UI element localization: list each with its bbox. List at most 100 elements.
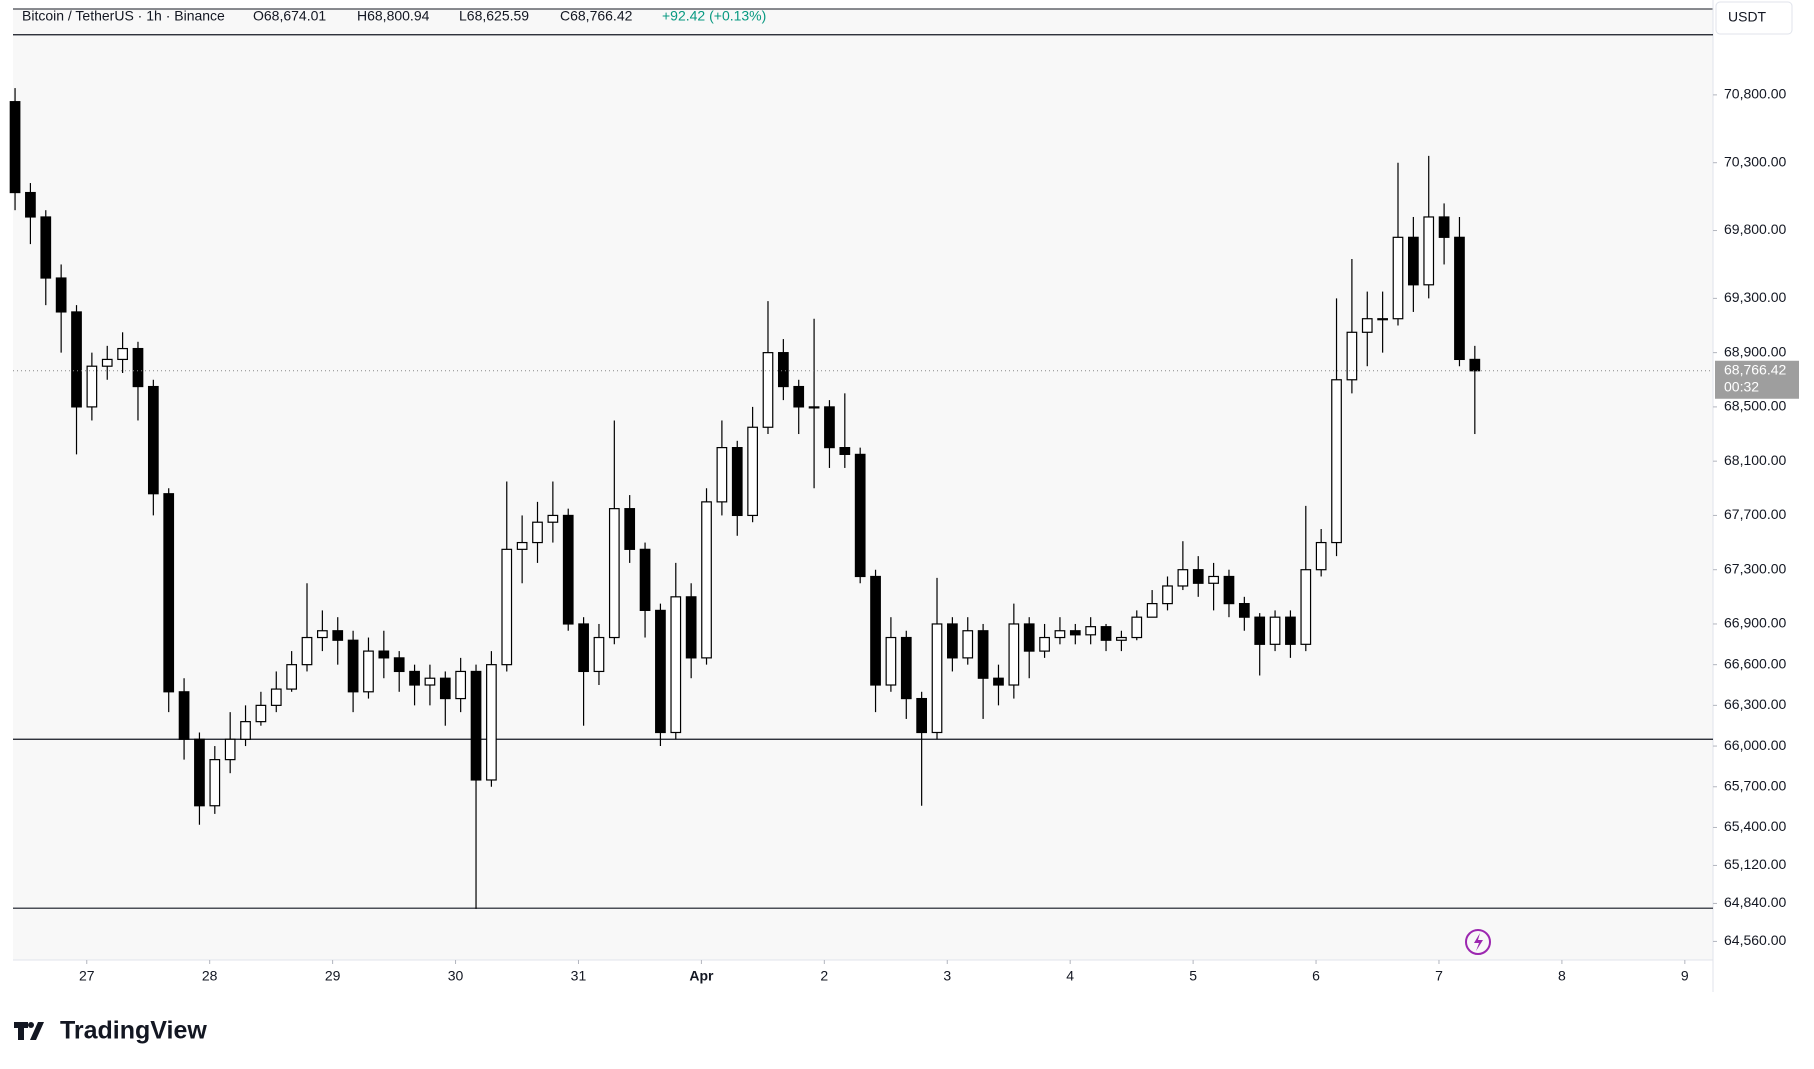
- candle-body: [147, 385, 159, 495]
- candle-body: [1069, 630, 1081, 636]
- candle-body: [516, 541, 528, 550]
- x-tick-label: 30: [448, 968, 464, 984]
- candle-body: [1269, 616, 1281, 645]
- candle-body: [808, 406, 820, 409]
- x-tick-label: 7: [1435, 968, 1443, 984]
- alert-bolt: [1474, 933, 1483, 951]
- candle-body: [71, 311, 82, 408]
- candle-body: [993, 677, 1004, 686]
- candle-body: [1254, 616, 1266, 645]
- candle-body: [1377, 318, 1388, 321]
- ohlc-open: O68,674.01: [253, 8, 326, 24]
- y-tick-label: 66,600.00: [1724, 655, 1786, 671]
- ohlc-close: C68,766.42: [560, 8, 633, 24]
- candle-body: [532, 521, 543, 544]
- y-tick-label: 65,120.00: [1724, 856, 1786, 872]
- candle-body: [1192, 569, 1204, 584]
- candle-body: [870, 575, 881, 686]
- y-tick-label: 65,400.00: [1724, 818, 1786, 834]
- candle-body: [178, 691, 190, 740]
- candle-body: [1177, 569, 1189, 587]
- x-tick-label: 28: [202, 968, 218, 984]
- candle-body: [777, 352, 789, 388]
- x-tick-label: Apr: [689, 968, 714, 984]
- candle-body: [1146, 603, 1158, 618]
- candle-body: [1085, 626, 1097, 636]
- candle-body: [1361, 318, 1373, 333]
- candle-body: [25, 191, 36, 218]
- candle-body: [1300, 569, 1312, 645]
- ohlc-high: H68,800.94: [357, 8, 430, 24]
- candle-body: [163, 493, 175, 693]
- candle-body: [1315, 541, 1327, 571]
- candle-body: [240, 721, 251, 740]
- x-tick-label: 3: [943, 968, 951, 984]
- alert-icon[interactable]: [1465, 929, 1491, 955]
- candle-body: [962, 630, 974, 659]
- candle-body: [701, 501, 712, 659]
- ohlc-low: L68,625.59: [459, 8, 529, 24]
- candle-body: [1116, 636, 1127, 641]
- candle-body: [1238, 603, 1250, 618]
- candle-body: [270, 688, 282, 706]
- candle-body: [1469, 358, 1481, 372]
- candle-body: [931, 623, 943, 734]
- candle-body: [486, 664, 497, 781]
- candle-body: [562, 514, 574, 625]
- candle-body: [1438, 216, 1450, 238]
- candle-body: [900, 636, 912, 700]
- last-price-label: 68,766.42: [1724, 361, 1786, 377]
- candle-body: [731, 446, 743, 517]
- x-tick-label: 4: [1066, 968, 1074, 984]
- candle-body: [378, 650, 390, 659]
- y-tick-label: 70,800.00: [1724, 86, 1786, 102]
- candle-body: [1131, 616, 1143, 639]
- change: +92.42 (+0.13%): [662, 8, 766, 24]
- last-price-box: [1715, 360, 1799, 399]
- y-tick-label: 68,100.00: [1724, 452, 1786, 468]
- candle-body: [101, 358, 113, 367]
- candle-body: [839, 446, 851, 455]
- y-tick-label: 70,300.00: [1724, 153, 1786, 169]
- candle-body: [117, 347, 128, 361]
- candle-body: [1100, 626, 1112, 641]
- candle-body: [209, 759, 221, 807]
- y-tick-label: 64,840.00: [1724, 894, 1786, 910]
- currency[interactable]: USDT: [1728, 9, 1767, 25]
- candle-body: [194, 738, 205, 807]
- candle-body: [1331, 379, 1342, 544]
- candle-body: [1039, 636, 1050, 652]
- candle-body: [455, 670, 467, 700]
- y-tick-label: 67,300.00: [1724, 560, 1786, 576]
- candle-body: [439, 677, 451, 700]
- x-tick-label: 2: [820, 968, 828, 984]
- candle-body: [854, 453, 866, 578]
- candle-body: [793, 385, 805, 408]
- y-tick-label: 68,900.00: [1724, 343, 1786, 359]
- candle-body: [762, 352, 774, 428]
- y-tick-label: 68,500.00: [1724, 398, 1786, 414]
- y-tick-label: 67,700.00: [1724, 506, 1786, 522]
- candle-body: [547, 514, 559, 523]
- candle-body: [1392, 236, 1404, 320]
- candle-body: [347, 639, 359, 693]
- y-tick-label: 69,800.00: [1724, 221, 1786, 237]
- candle-body: [1407, 236, 1419, 286]
- candle-body: [916, 697, 928, 734]
- candle-body: [1223, 575, 1235, 605]
- candle-body: [224, 738, 236, 761]
- y-tick-label: 65,700.00: [1724, 777, 1786, 793]
- y-tick-label: 64,560.00: [1724, 932, 1786, 948]
- candle-body: [255, 704, 267, 723]
- x-tick-label: 31: [571, 968, 587, 984]
- candle-body: [40, 216, 52, 279]
- symbol: Bitcoin / TetherUS · 1h · Binance: [22, 8, 225, 24]
- candle-body: [670, 596, 682, 734]
- candle-body: [86, 365, 98, 408]
- candle-body: [301, 636, 313, 666]
- currency-button[interactable]: [1715, 1, 1793, 35]
- candle-body: [363, 650, 374, 693]
- candle-body: [1454, 236, 1465, 361]
- candle-body: [639, 548, 651, 611]
- candle-body: [409, 670, 420, 686]
